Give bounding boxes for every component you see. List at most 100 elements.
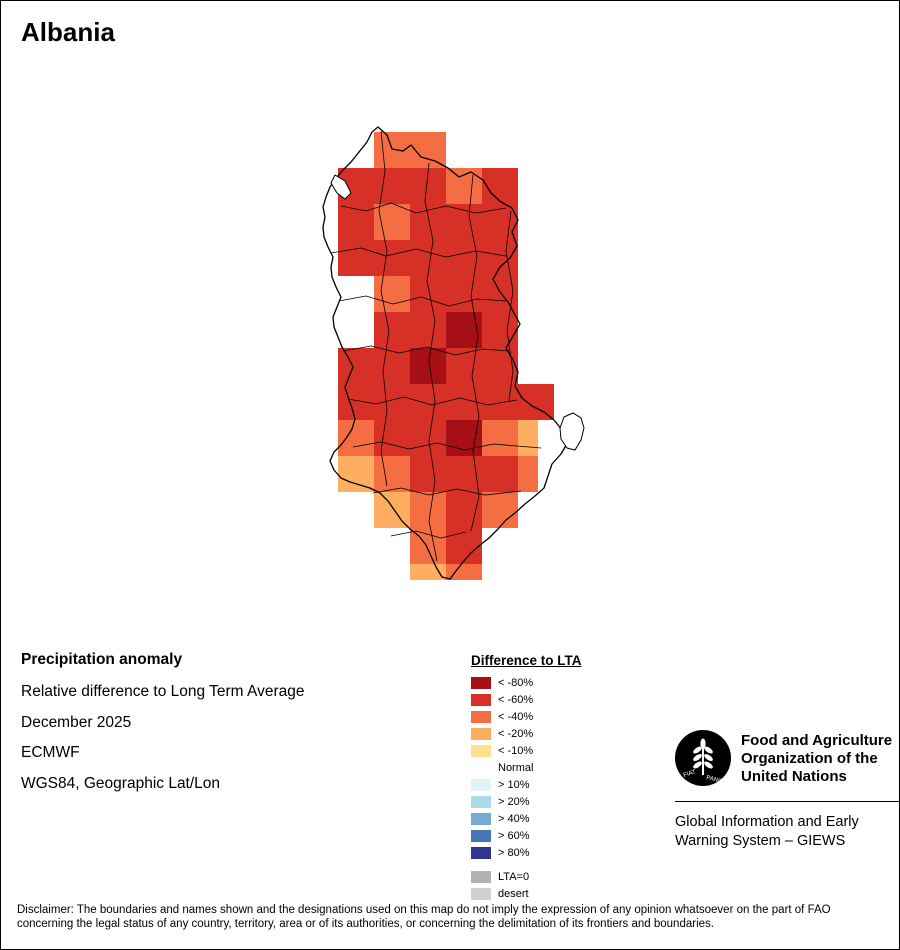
legend-label: > 80% [498,846,530,859]
grid-cell [446,456,482,492]
grid-cell [374,492,410,528]
legend-item: > 80% [471,844,582,860]
grid-cell [410,384,446,420]
legend-label: > 40% [498,812,530,825]
grid-cell [482,312,518,348]
grid-cell [518,456,538,492]
legend-label: > 10% [498,778,530,791]
legend-swatch [471,693,491,706]
grid-cell [482,456,518,492]
grid-cell [446,276,482,312]
grid-cell [410,492,446,528]
disclaimer-text: Disclaimer: The boundaries and names sho… [17,904,831,930]
legend-item: < -60% [471,691,582,707]
legend-item: < -40% [471,708,582,724]
legend-label: Normal [498,761,534,774]
legend-item: desert [471,885,582,901]
legend-item: > 40% [471,810,582,826]
legend-item: > 10% [471,776,582,792]
legend-item: Normal [471,759,582,775]
legend-swatch [471,846,491,859]
legend-swatch [471,676,491,689]
grid-cell [446,420,482,456]
grid-cell [338,456,374,492]
legend-label: < -80% [498,676,534,689]
grid-cell [482,384,518,420]
legend-label: < -40% [498,710,534,723]
grid-cell [446,564,482,580]
grid-cell [446,240,482,276]
legend-item: < -10% [471,742,582,758]
legend-swatch [471,761,491,774]
grid-cell [410,348,446,384]
fao-org-name: Food and Agriculture Organization of the… [741,732,893,785]
legend-swatch [471,829,491,842]
giews-label: Global Information and Early Warning Sys… [675,814,859,849]
legend-swatch [471,778,491,791]
grid-cell [446,312,482,348]
legend-swatch [471,812,491,825]
grid-cell [410,420,446,456]
grid-cell [374,384,410,420]
legend-swatch [471,744,491,757]
grid-cell [338,240,374,276]
fao-motto-left: FIAT [683,769,697,779]
legend-item: > 20% [471,793,582,809]
grid-cell [518,384,554,420]
fao-divider [675,801,899,802]
grid-cell [410,240,446,276]
legend-label: > 60% [498,829,530,842]
grid-cell [374,168,410,204]
legend-item: < -20% [471,725,582,741]
legend-swatch [471,710,491,723]
grid-cell [410,204,446,240]
fao-motto-right: PANIS [706,775,724,785]
grid-cell [482,276,518,312]
legend-label: LTA=0 [498,870,530,883]
legend-label: desert [498,887,529,900]
grid-cell [374,456,410,492]
grid-cell [410,312,446,348]
grid-cell [374,240,410,276]
map-caption: Precipitation anomaly Relative differenc… [21,651,305,806]
grid-cell [446,528,482,564]
legend-swatch [471,887,491,900]
legend-label: < -10% [498,744,534,757]
page-title: Albania [21,17,115,47]
grid-cell [374,420,410,456]
caption-line-projection: WGS84, Geographic Lat/Lon [21,774,221,792]
grid-cell [482,420,518,456]
fao-logo-icon: FIAT PANIS [675,730,731,786]
grid-cell [338,384,374,420]
caption-line-date: December 2025 [21,713,132,731]
lake-east [559,412,585,451]
grid-cell [410,456,446,492]
grid-cell [482,204,518,240]
caption-line-source: ECMWF [21,744,80,761]
legend-label: < -20% [498,727,534,740]
lake-shapes [330,174,585,451]
country-outline [322,126,569,580]
caption-heading: Precipitation anomaly [21,651,183,668]
legend-item: LTA=0 [471,868,582,884]
legend-label: < -60% [498,693,534,706]
lake-northwest [330,174,352,200]
district-boundaries [330,130,542,562]
legend-items: < -80% < -60% < -40% < -20% < -10% Normal > 10… [471,674,582,901]
caption-line-method: Relative difference to Long Term Average [21,683,305,700]
legend-title: Difference to LTA [471,653,582,668]
legend: Difference to LTA < -80% < -60% < -40% < -2… [471,652,582,902]
legend-item: < -80% [471,674,582,690]
grid-cell [446,168,482,204]
legend-swatch [471,870,491,883]
grid-cell [374,276,410,312]
anomaly-grid [338,132,554,580]
grid-cell [338,420,374,456]
grid-cell [518,420,538,456]
legend-label: > 20% [498,795,530,808]
grid-cell [482,168,518,204]
grid-cell [338,348,374,384]
grid-cell [374,312,410,348]
